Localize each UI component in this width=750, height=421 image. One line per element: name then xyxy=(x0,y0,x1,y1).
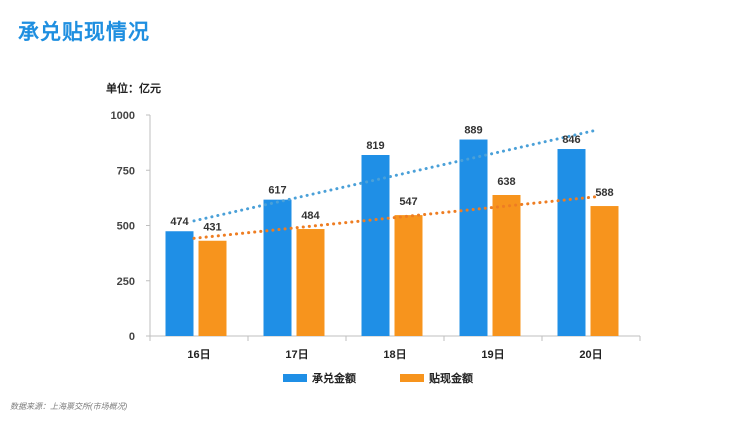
legend-swatch-discount xyxy=(400,374,424,382)
trendline-discount xyxy=(192,195,598,240)
bar-acceptance xyxy=(459,139,488,336)
x-tick-label: 18日 xyxy=(383,348,406,361)
legend: 承兑金额 贴现金额 xyxy=(283,371,473,385)
trendlines xyxy=(192,128,598,240)
bar-acceptance xyxy=(263,199,292,336)
trendline-acceptance xyxy=(192,128,598,223)
data-label-discount: 547 xyxy=(399,196,417,208)
x-tick-label: 16日 xyxy=(187,348,210,361)
bars xyxy=(165,139,619,336)
bar-discount xyxy=(296,229,325,336)
data-label-discount: 431 xyxy=(203,222,221,234)
y-tick-label: 0 xyxy=(129,331,135,343)
data-source-note: 数据来源：上海票交所(市场概况) xyxy=(10,402,128,411)
bar-discount xyxy=(590,206,619,336)
bar-acceptance xyxy=(557,149,586,336)
data-label-discount: 484 xyxy=(301,210,320,222)
x-tick-label: 19日 xyxy=(481,348,504,361)
data-label-discount: 638 xyxy=(497,176,515,188)
y-tick-label: 250 xyxy=(117,276,135,288)
data-label-acceptance: 889 xyxy=(464,125,482,137)
bar-discount xyxy=(198,240,227,336)
y-tick-label: 1000 xyxy=(111,110,135,122)
bar-discount xyxy=(394,215,423,336)
y-tick-label: 500 xyxy=(117,221,135,233)
data-label-acceptance: 846 xyxy=(562,134,580,146)
x-tick-label: 17日 xyxy=(285,348,308,361)
bar-discount xyxy=(492,195,521,336)
y-tick-label: 750 xyxy=(117,165,135,177)
legend-label-acceptance: 承兑金额 xyxy=(312,371,356,385)
data-label-acceptance: 819 xyxy=(366,140,384,152)
legend-label-discount: 贴现金额 xyxy=(428,371,473,385)
bar-acceptance xyxy=(361,155,390,336)
data-label-discount: 588 xyxy=(595,187,613,199)
legend-swatch-acceptance xyxy=(283,374,307,382)
data-labels: 474 617 819 889 846 431 484 547 638 588 xyxy=(170,125,613,234)
x-tick-label: 20日 xyxy=(579,348,602,361)
bar-acceptance xyxy=(165,231,194,336)
data-label-acceptance: 474 xyxy=(170,216,189,228)
unit-label: 单位：亿元 xyxy=(106,81,161,95)
data-label-acceptance: 617 xyxy=(268,185,286,197)
chart-title: 承兑贴现情况 xyxy=(18,21,150,44)
